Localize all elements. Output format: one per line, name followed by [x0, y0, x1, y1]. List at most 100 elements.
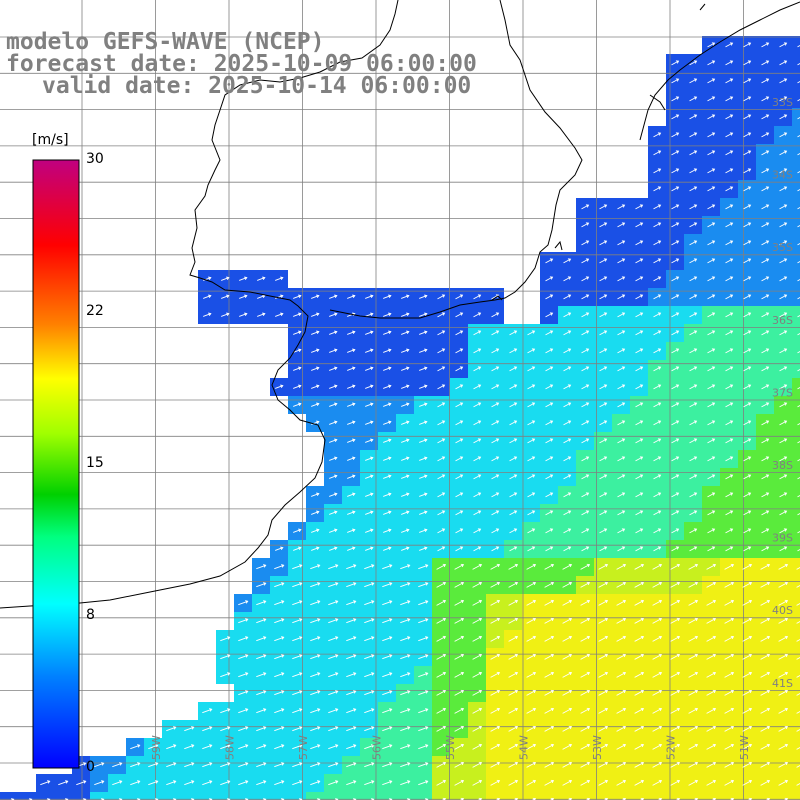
wind-arrow — [329, 312, 338, 317]
wind-arrow — [293, 546, 302, 551]
wind-arrow — [562, 671, 573, 678]
wind-arrow — [490, 725, 501, 732]
wind-arrow — [652, 581, 663, 588]
wind-arrow — [455, 384, 464, 390]
wind-arrow — [724, 707, 735, 714]
shading-cell — [594, 792, 612, 800]
wind-arrow — [598, 689, 609, 696]
wind-arrow — [275, 276, 284, 281]
wind-arrow — [383, 438, 392, 443]
wind-arrow — [491, 312, 500, 318]
wind-arrow — [436, 707, 447, 714]
wind-arrow — [562, 653, 573, 660]
wind-arrow — [329, 402, 338, 407]
wind-arrow — [365, 492, 374, 497]
wind-arrow — [202, 744, 213, 750]
wind-arrow — [365, 384, 374, 389]
wind-arrow — [634, 779, 645, 786]
wind-arrow — [544, 581, 555, 588]
wind-arrow — [689, 240, 698, 246]
wind-arrow — [707, 168, 716, 174]
shading-cell — [792, 270, 800, 288]
wind-arrow — [634, 671, 645, 678]
shading-cell — [792, 450, 800, 468]
wind-arrow — [437, 384, 446, 390]
wind-arrow — [418, 780, 429, 786]
wind-arrow — [671, 258, 680, 264]
wind-arrow — [563, 438, 572, 444]
wind-arrow — [580, 725, 591, 732]
wind-arrow — [400, 654, 411, 660]
wind-arrow — [743, 42, 752, 48]
wind-arrow — [671, 96, 680, 102]
wind-arrow — [725, 348, 734, 354]
wind-arrow — [382, 600, 393, 606]
wind-arrow — [545, 384, 554, 390]
wind-arrow — [671, 420, 680, 426]
wind-arrow — [256, 744, 267, 750]
shading-cell — [792, 720, 800, 738]
wind-arrow — [617, 348, 626, 354]
wind-arrow — [796, 585, 800, 588]
wind-arrow — [401, 456, 410, 461]
wind-arrow — [508, 761, 519, 768]
wind-arrow — [383, 384, 392, 389]
wind-arrow — [477, 797, 483, 800]
shading-cell — [792, 36, 800, 54]
wind-arrow — [166, 726, 177, 732]
wind-arrow — [689, 384, 698, 390]
wind-arrow — [599, 384, 608, 390]
wind-arrow — [275, 384, 284, 389]
shading-cell — [792, 126, 800, 144]
wind-arrow — [454, 599, 465, 606]
wind-arrow — [706, 599, 717, 606]
wind-arrow — [275, 312, 284, 317]
wind-arrow — [346, 672, 357, 678]
wind-arrow — [292, 762, 303, 768]
wind-arrow — [364, 582, 375, 588]
wind-arrow — [365, 528, 374, 533]
wind-arrow — [671, 294, 680, 300]
shading-cell — [774, 792, 792, 800]
wind-arrow — [346, 564, 357, 570]
wind-arrow — [239, 294, 248, 299]
wind-arrow — [400, 672, 411, 678]
shading-cell — [792, 216, 800, 234]
shading-cell — [792, 504, 800, 522]
wind-arrow — [473, 438, 482, 444]
colorbar-tick-0: 0 — [86, 759, 95, 775]
shading-cell — [126, 792, 144, 800]
wind-arrow — [437, 402, 446, 408]
wind-arrow — [706, 563, 717, 570]
wind-arrow — [130, 780, 141, 786]
wind-arrow — [616, 743, 627, 750]
wind-arrow — [130, 744, 141, 750]
wind-arrow — [526, 653, 537, 660]
wind-arrow — [689, 276, 698, 282]
wind-arrow — [513, 797, 519, 800]
wind-arrows — [10, 42, 800, 800]
wind-arrow — [419, 366, 428, 371]
wind-arrow — [652, 671, 663, 678]
longitude-label: 53W — [591, 735, 604, 760]
wind-arrow — [328, 762, 339, 768]
wind-arrow — [742, 581, 753, 588]
wind-arrow — [563, 258, 572, 264]
wind-arrow — [454, 761, 465, 768]
wind-arrow — [473, 420, 482, 426]
wind-arrow — [419, 294, 428, 299]
wind-arrow — [418, 762, 429, 768]
shading-cell — [792, 468, 800, 486]
wind-arrow — [346, 582, 357, 588]
wind-arrow — [761, 510, 770, 516]
wind-arrow — [310, 690, 321, 696]
wind-arrow — [437, 366, 446, 372]
wind-arrow — [796, 765, 800, 768]
wind-arrow — [329, 438, 338, 443]
shading-cell — [792, 180, 800, 198]
wind-arrow — [670, 761, 681, 768]
wind-arrow — [599, 546, 608, 552]
wind-arrow — [653, 204, 662, 210]
wind-arrow — [635, 240, 644, 246]
wind-arrow — [725, 384, 734, 390]
